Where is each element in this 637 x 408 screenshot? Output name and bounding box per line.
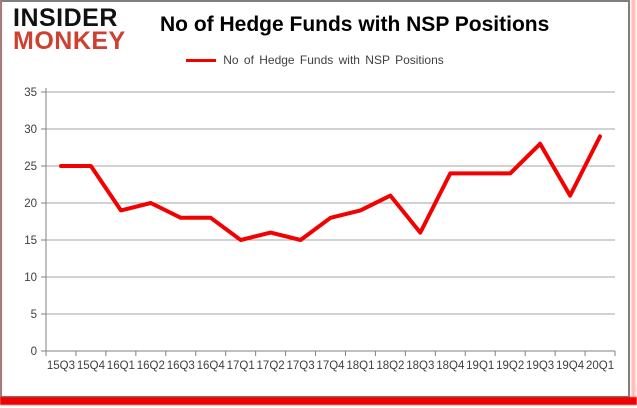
x-tick-label: 19Q1 xyxy=(466,360,494,372)
legend-label: No of Hedge Funds with NSP Positions xyxy=(223,53,444,67)
x-tick-label: 15Q4 xyxy=(77,360,106,372)
x-tick-label: 16Q3 xyxy=(167,360,195,372)
x-tick-label: 19Q4 xyxy=(556,360,585,372)
data-series-line xyxy=(59,134,602,242)
x-tick-label: 20Q1 xyxy=(586,360,614,372)
insider-monkey-logo: INSIDER MONKEY xyxy=(13,4,126,55)
x-tick-label: 15Q3 xyxy=(47,360,75,372)
x-tick-label: 18Q4 xyxy=(436,360,465,372)
x-tick-label: 17Q3 xyxy=(286,360,314,372)
x-tick-label: 16Q4 xyxy=(197,360,226,372)
x-tick-label: 19Q3 xyxy=(526,360,554,372)
y-tick-label: 30 xyxy=(24,124,37,136)
x-tick-label: 18Q3 xyxy=(406,360,434,372)
x-tick-label: 18Q1 xyxy=(346,360,374,372)
logo-word-insider: INSIDER xyxy=(13,4,118,32)
x-tick-label: 17Q4 xyxy=(316,360,345,372)
y-tick-label: 35 xyxy=(24,87,37,99)
y-tick-label: 10 xyxy=(24,272,37,284)
legend-line-swatch xyxy=(186,58,217,62)
x-tick-label: 16Q2 xyxy=(137,360,165,372)
chart-title: No of Hedge Funds with NSP Positions xyxy=(160,13,550,36)
y-tick-label: 15 xyxy=(24,235,37,247)
y-tick-label: 25 xyxy=(24,161,37,173)
x-tick-label: 18Q2 xyxy=(376,360,404,372)
chart-frame xyxy=(0,0,630,398)
right-red-glow xyxy=(630,0,637,398)
legend: No of Hedge Funds with NSP Positions xyxy=(0,53,630,67)
x-tick-label: 16Q1 xyxy=(107,360,135,372)
y-tick-label: 0 xyxy=(31,346,37,358)
x-tick-label: 17Q1 xyxy=(227,360,255,372)
y-tick-label: 20 xyxy=(24,198,37,210)
x-tick-label: 19Q2 xyxy=(496,360,524,372)
x-tick-label: 17Q2 xyxy=(257,360,285,372)
y-tick-label: 5 xyxy=(31,309,37,321)
logo-word-monkey: MONKEY xyxy=(13,27,126,55)
left-red-glow xyxy=(0,0,3,398)
bottom-red-shadow-bar xyxy=(0,397,637,405)
